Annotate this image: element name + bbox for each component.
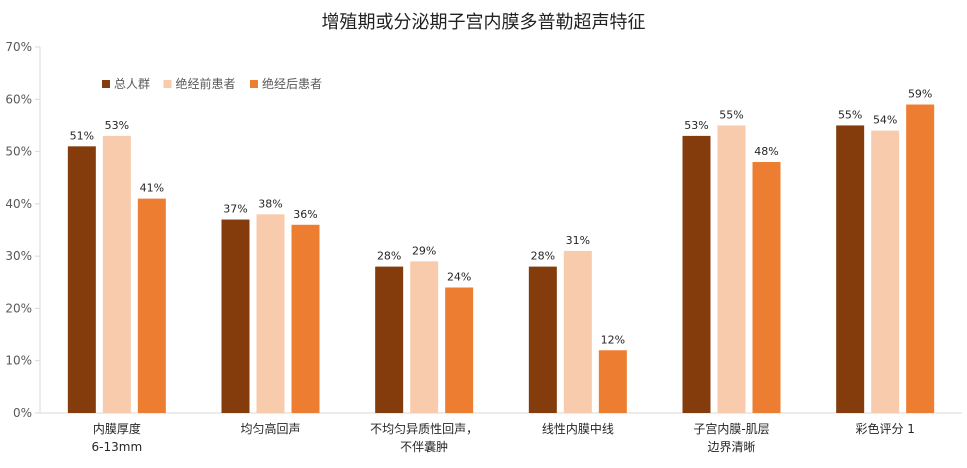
y-tick-label: 20% [5, 301, 32, 315]
bar [410, 261, 439, 413]
data-label: 51% [70, 129, 94, 142]
x-tick-label: 6-13mm [92, 440, 143, 454]
legend-label: 绝经前患者 [176, 76, 236, 91]
data-label: 53% [684, 119, 708, 132]
y-tick-label: 60% [5, 92, 32, 106]
bar [256, 214, 285, 413]
x-tick-label: 彩色评分 1 [855, 422, 914, 436]
data-label: 48% [754, 145, 778, 158]
bar [906, 104, 935, 413]
x-tick-label: 内膜厚度 [93, 421, 141, 436]
bar [291, 224, 320, 413]
chart-title: 增殖期或分泌期子宫内膜多普勒超声特征 [321, 12, 646, 33]
bar [836, 125, 865, 413]
bar [752, 162, 781, 413]
bar [221, 219, 250, 413]
legend-swatch [102, 80, 110, 88]
y-tick-label: 0% [13, 406, 32, 420]
data-label: 55% [838, 108, 862, 121]
data-label: 54% [873, 114, 897, 127]
y-tick-label: 70% [5, 40, 32, 54]
y-tick-label: 10% [5, 354, 32, 368]
legend-swatch [163, 80, 172, 88]
data-label: 24% [447, 271, 471, 284]
data-label: 36% [293, 208, 317, 221]
x-tick-label: 不均匀异质性回声， [370, 422, 478, 436]
bar [102, 135, 131, 413]
y-tick-label: 50% [5, 145, 32, 159]
x-tick-label: 边界清晰 [707, 440, 755, 454]
data-label: 38% [258, 197, 282, 210]
bar [717, 125, 746, 413]
x-tick-label: 不伴囊肿 [400, 439, 448, 454]
y-tick-label: 40% [5, 197, 32, 211]
x-tick-label: 线性内膜中线 [542, 421, 614, 436]
data-label: 55% [719, 108, 743, 121]
bar [528, 266, 557, 413]
x-tick-label: 子宫内膜-肌层 [693, 421, 769, 436]
bar [67, 146, 96, 414]
bar [682, 135, 711, 413]
legend-label: 总人群 [114, 77, 150, 91]
legend-swatch [250, 80, 258, 88]
data-label: 28% [377, 250, 401, 263]
legend-label: 绝经后患者 [262, 76, 322, 91]
data-label: 53% [105, 119, 129, 132]
bar [871, 130, 900, 413]
data-label: 29% [412, 244, 436, 257]
data-label: 37% [223, 203, 247, 216]
x-tick-label: 均匀高回声 [240, 421, 300, 436]
data-label: 41% [140, 182, 164, 195]
data-label: 12% [601, 333, 625, 346]
data-label: 31% [566, 234, 590, 247]
bar [563, 250, 592, 413]
bar [598, 350, 627, 413]
data-label: 28% [531, 250, 555, 263]
bar [445, 287, 474, 413]
data-label: 59% [908, 88, 932, 101]
bar [375, 266, 404, 413]
y-tick-label: 30% [5, 249, 32, 263]
bar [137, 198, 166, 413]
